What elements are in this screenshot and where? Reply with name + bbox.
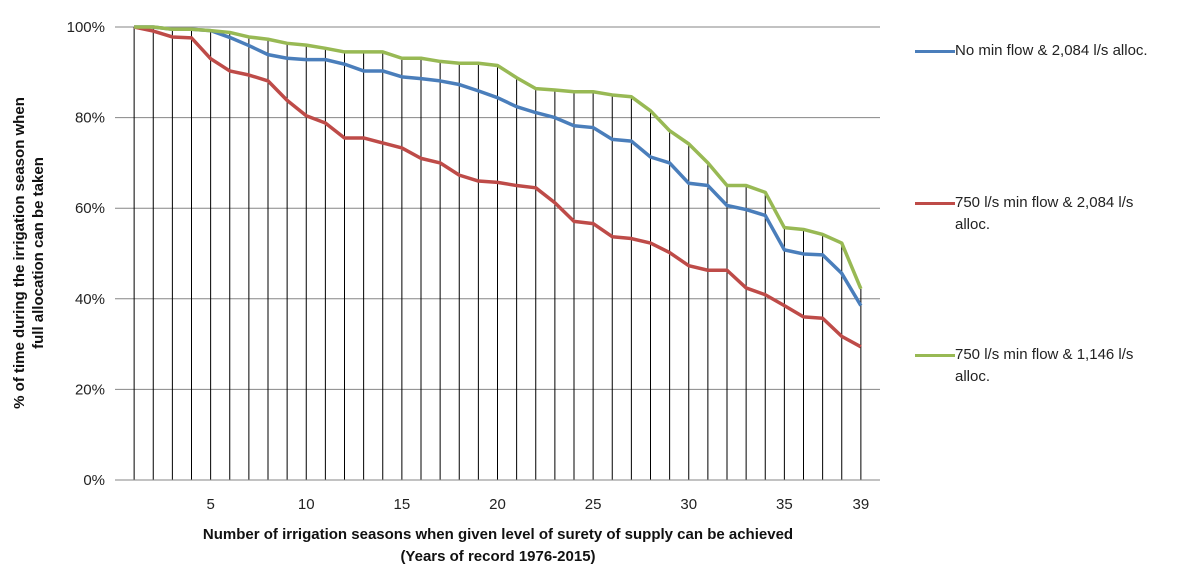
y-axis-title: % of time during the irrigation season w… [11,97,28,409]
y-tick-label: 80% [75,110,105,127]
legend-item: 750 l/s min flow & 2,084 l/s alloc. [915,192,1165,236]
x-tick-label: 20 [489,496,506,513]
legend-swatch [915,202,955,205]
x-axis-title: (Years of record 1976-2015) [400,548,595,565]
legend-item: 750 l/s min flow & 1,146 l/s alloc. [915,344,1165,388]
x-tick-label: 39 [853,496,870,513]
x-tick-label: 15 [394,496,411,513]
series-line [133,25,862,349]
y-axis-title: full allocation can be taken [30,157,47,349]
series-line [134,25,863,307]
x-axis-title: Number of irrigation seasons when given … [203,526,793,543]
x-tick-label: 30 [680,496,697,513]
legend-item: No min flow & 2,084 l/s alloc. [915,40,1165,62]
y-tick-label: 0% [83,472,105,489]
y-tick-label: 100% [67,19,105,36]
legend-label: No min flow & 2,084 l/s alloc. [955,42,1148,59]
legend-label: 750 l/s min flow & 2,084 l/s alloc. [955,194,1134,233]
y-tick-label: 60% [75,200,105,217]
legend-swatch [915,354,955,357]
y-tick-label: 20% [75,381,105,398]
x-tick-label: 5 [206,496,214,513]
x-tick-label: 10 [298,496,315,513]
y-tick-label: 40% [75,291,105,308]
legend-swatch [915,50,955,53]
legend-label: 750 l/s min flow & 1,146 l/s alloc. [955,346,1134,385]
series-line [134,25,863,290]
x-tick-label: 25 [585,496,602,513]
x-tick-label: 35 [776,496,793,513]
